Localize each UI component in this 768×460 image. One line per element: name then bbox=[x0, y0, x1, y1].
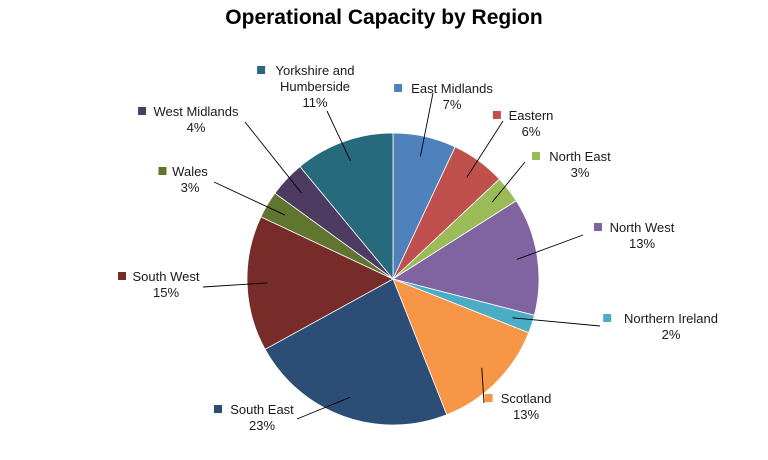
slice-percent-label: 15% bbox=[153, 285, 179, 300]
chart-title: Operational Capacity by Region bbox=[225, 6, 543, 29]
slice-category-label: Eastern bbox=[509, 108, 554, 123]
leader-line bbox=[516, 234, 584, 260]
slice-category-label: West Midlands bbox=[153, 104, 239, 119]
leader-line bbox=[512, 317, 601, 327]
slice-percent-label: 3% bbox=[181, 180, 200, 195]
leader-line bbox=[296, 396, 351, 420]
slice-percent-label: 6% bbox=[522, 124, 541, 139]
leader-line bbox=[419, 92, 434, 157]
pie-slice bbox=[392, 200, 540, 316]
slice-percent-label: 3% bbox=[571, 165, 590, 180]
slice-category-label: East Midlands bbox=[411, 81, 493, 96]
legend-swatch bbox=[118, 272, 126, 280]
pie-slices bbox=[246, 132, 540, 426]
slice-percent-label: 13% bbox=[629, 236, 655, 251]
leader-line bbox=[466, 120, 504, 178]
slice-category-label: South East bbox=[230, 402, 294, 417]
legend-swatch bbox=[214, 405, 222, 413]
leader-line bbox=[244, 121, 302, 194]
slice-percent-label: 11% bbox=[302, 95, 327, 110]
pie-slice bbox=[392, 278, 530, 416]
legend-swatch bbox=[532, 152, 540, 160]
slice-percent-label: 2% bbox=[662, 327, 681, 342]
leader-line bbox=[326, 110, 351, 162]
legend-swatch bbox=[158, 167, 167, 175]
leader-line bbox=[481, 367, 485, 404]
pie-slice bbox=[246, 216, 394, 350]
pie-slice bbox=[264, 278, 448, 426]
slice-category-label: North West bbox=[610, 220, 675, 235]
legend-swatch bbox=[394, 84, 403, 92]
slice-category-label: Wales bbox=[172, 164, 208, 179]
slice-category-label: Humberside bbox=[280, 79, 350, 94]
legend-swatch bbox=[492, 111, 501, 119]
legend-swatch bbox=[484, 394, 493, 402]
slice-category-label: Yorkshire and bbox=[275, 63, 354, 78]
slice-category-label: South West bbox=[133, 269, 200, 284]
legend-swatch bbox=[603, 314, 612, 322]
pie-slice bbox=[299, 132, 394, 281]
slice-category-label: Scotland bbox=[501, 391, 552, 406]
slice-percent-label: 7% bbox=[443, 97, 462, 112]
slice-percent-label: 13% bbox=[513, 407, 539, 422]
legend-swatch bbox=[138, 107, 147, 115]
leader-line bbox=[491, 161, 526, 203]
leader-line bbox=[213, 181, 286, 216]
leader-line bbox=[202, 282, 268, 288]
slice-percent-label: 23% bbox=[249, 418, 275, 433]
slice-percent-label: 4% bbox=[187, 120, 206, 135]
legend-swatch bbox=[257, 66, 266, 74]
legend-swatch bbox=[594, 223, 602, 231]
slice-category-label: North East bbox=[549, 149, 611, 164]
slice-category-label: Northern Ireland bbox=[624, 311, 718, 326]
